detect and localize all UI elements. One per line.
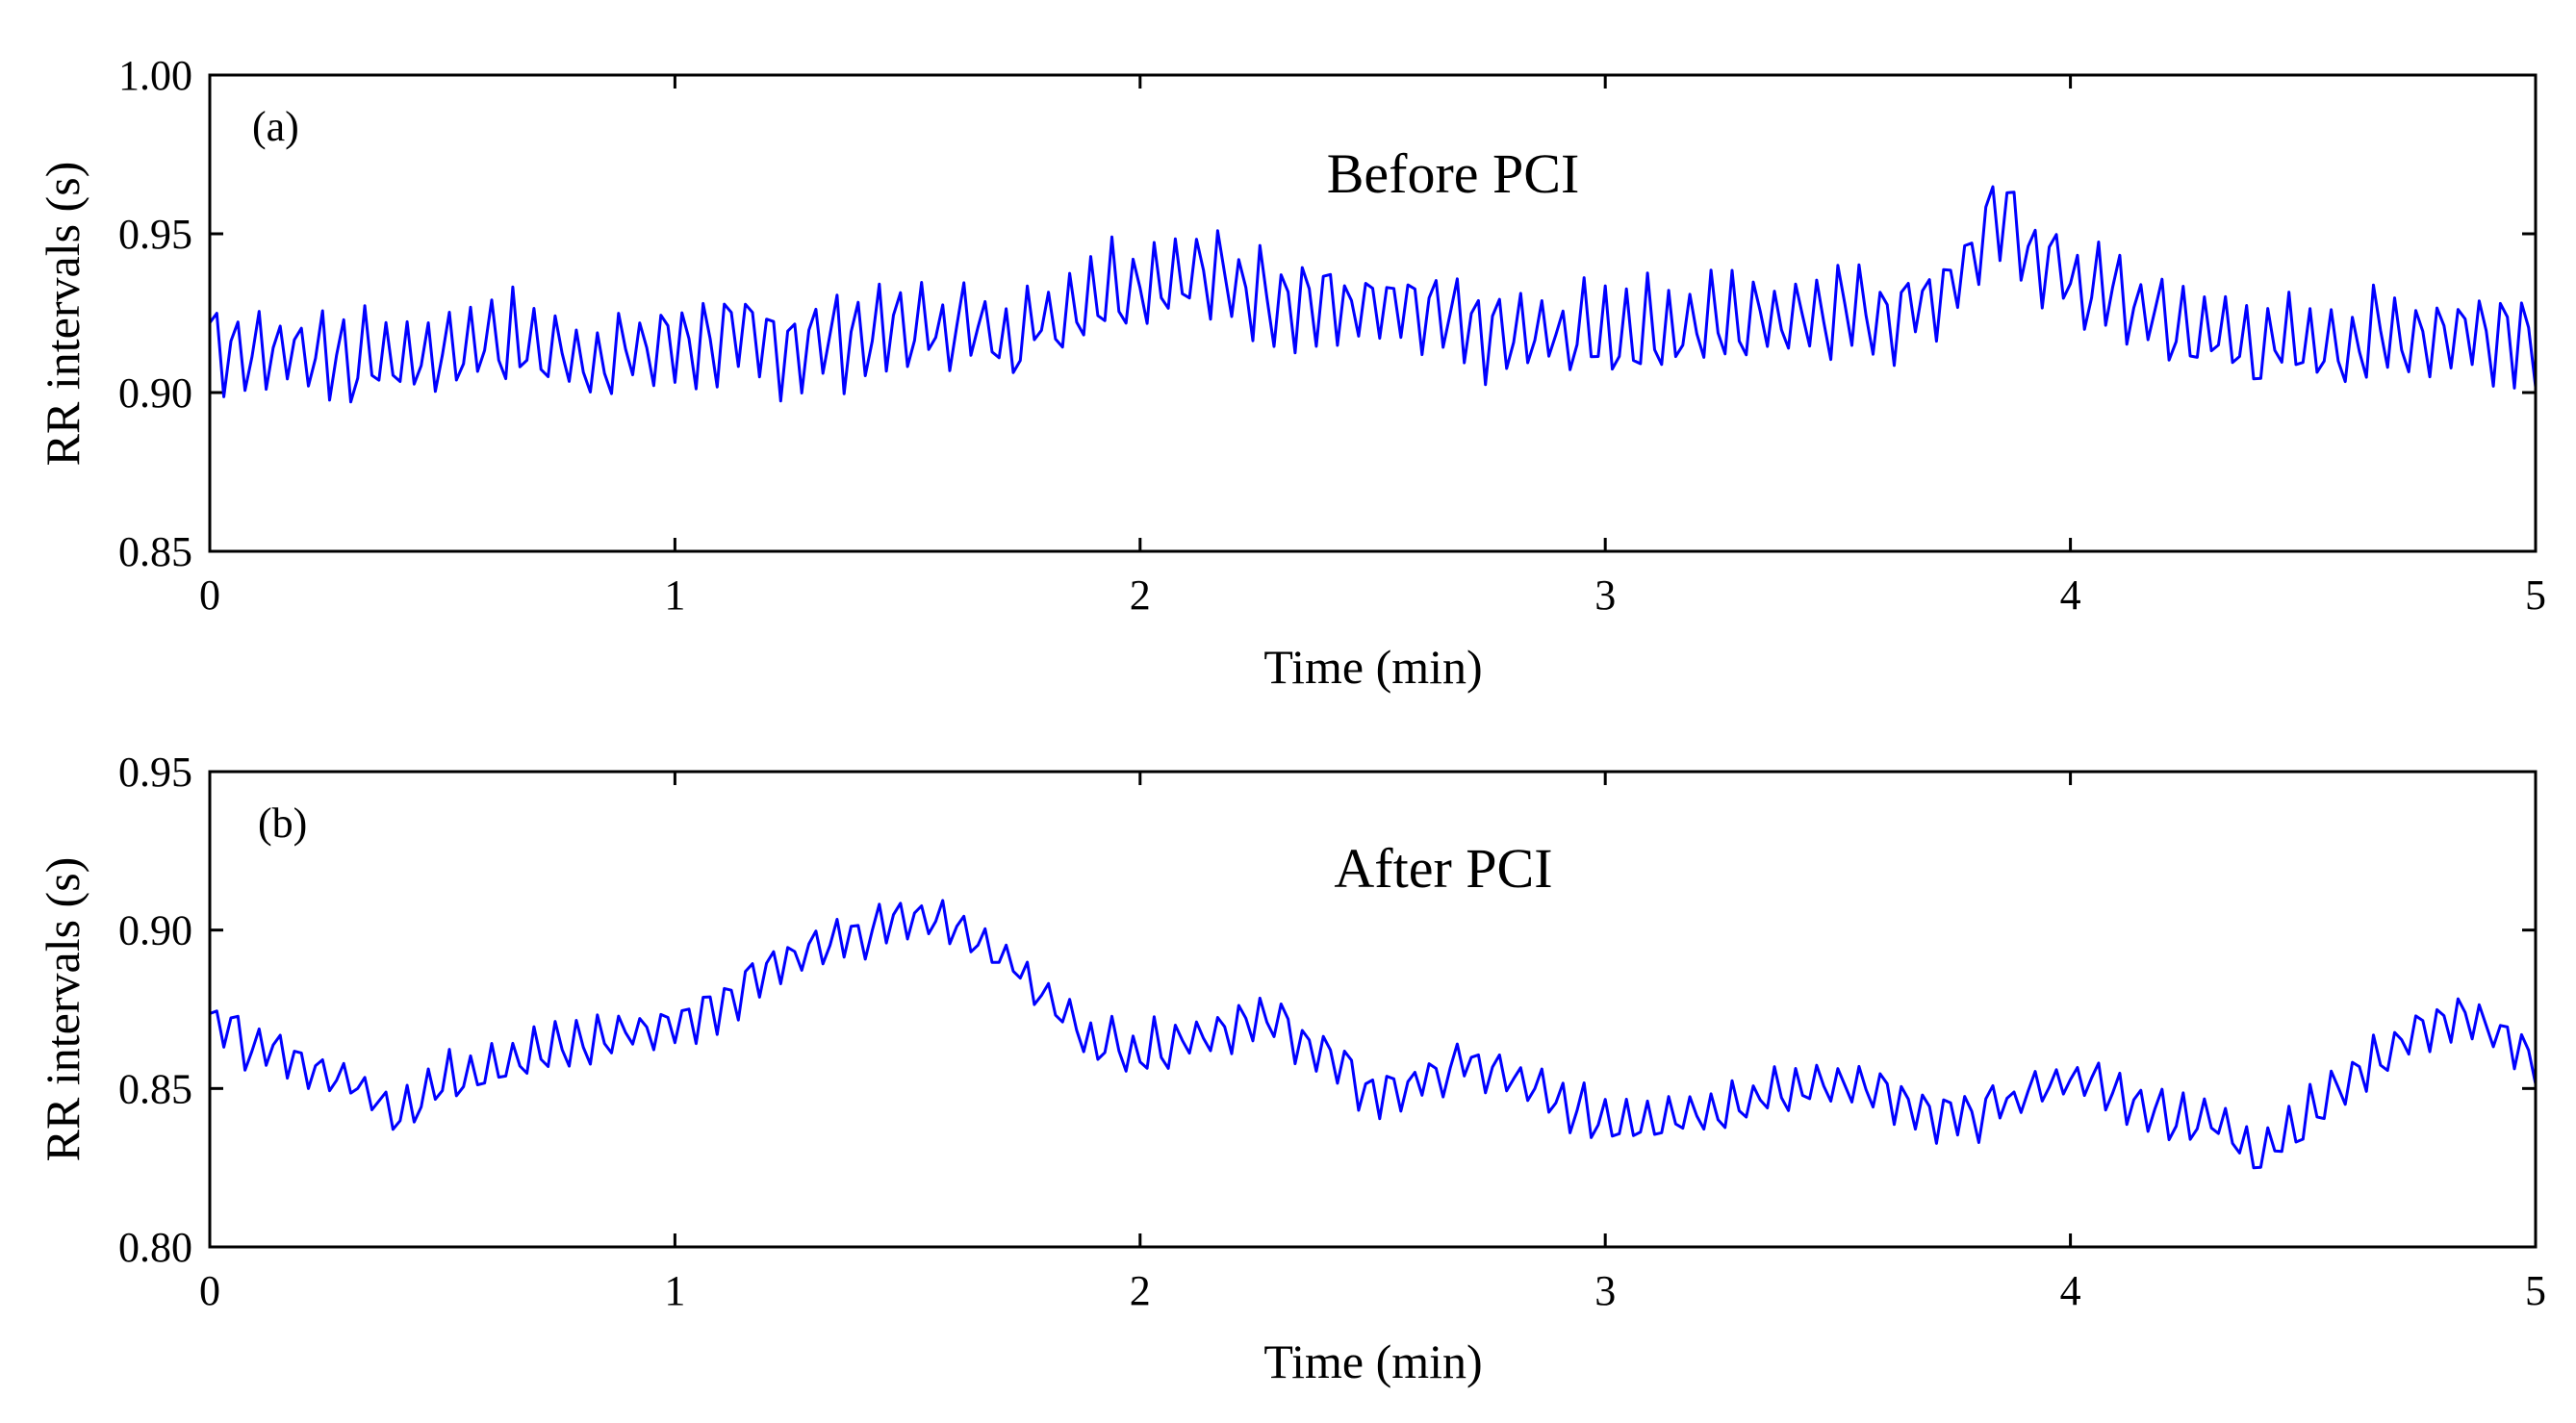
panel-a-x-tick-label: 1 (664, 572, 685, 619)
panel-b-y-tick-label: 0.80 (118, 1224, 192, 1271)
panel-a-label: (a) (252, 103, 299, 150)
panel-b-y-tick-label: 0.85 (118, 1065, 192, 1112)
panel-b-x-axis-label: Time (min) (1263, 1334, 1482, 1388)
panel-b-plot-frame (208, 770, 2538, 1249)
panel-b-y-tick-label: 0.95 (118, 749, 192, 796)
panel-a-y-axis-label: RR intervals (s) (36, 162, 89, 467)
panel-a-x-tick-label: 4 (2060, 572, 2081, 619)
panel-a-x-tick-label: 2 (1130, 572, 1151, 619)
panel-b-rr-series-line (209, 899, 2538, 1170)
panel-b-gridless-axes: 0 1 2 3 4 5 0.80 0.85 0.90 0.95 (118, 749, 2546, 1314)
panel-b-x-tick-label: 2 (1130, 1267, 1151, 1314)
panel-a: 0 1 2 3 4 5 0.85 0.90 0.95 1.00 (a) Before PCI Ti… (36, 52, 2546, 694)
panel-a-y-tick-label: 0.90 (118, 369, 192, 417)
panel-b-x-tick-label: 4 (2060, 1267, 2081, 1314)
panel-b-x-tick-label: 3 (1594, 1267, 1616, 1314)
panel-b: 0 1 2 3 4 5 0.80 0.85 0.90 0.95 (b) After PCI Tim… (36, 749, 2546, 1388)
panel-a-y-tick-label: 0.85 (118, 528, 192, 575)
panel-b-label: (b) (258, 800, 307, 847)
panel-a-title: Before PCI (1327, 142, 1580, 205)
panel-a-y-tick-label: 1.00 (118, 52, 192, 99)
panel-b-y-tick-label: 0.90 (118, 907, 192, 954)
panel-a-y-tick-label: 0.95 (118, 211, 192, 258)
panel-b-x-tick-label: 1 (664, 1267, 685, 1314)
panel-a-plot-frame (208, 73, 2538, 553)
panel-a-gridless-axes: 0 1 2 3 4 5 0.85 0.90 0.95 1.00 (118, 52, 2546, 619)
panel-a-rr-series-line (208, 185, 2538, 404)
panel-b-x-tick-label: 0 (199, 1267, 220, 1314)
panel-a-x-tick-label: 5 (2525, 572, 2546, 619)
panel-a-x-tick-label: 3 (1594, 572, 1616, 619)
panel-b-title: After PCI (1334, 837, 1552, 900)
panel-b-x-tick-label: 5 (2525, 1267, 2546, 1314)
panel-b-y-axis-label: RR intervals (s) (36, 857, 89, 1162)
panel-a-x-tick-label: 0 (199, 572, 220, 619)
panel-a-x-axis-label: Time (min) (1263, 640, 1482, 694)
